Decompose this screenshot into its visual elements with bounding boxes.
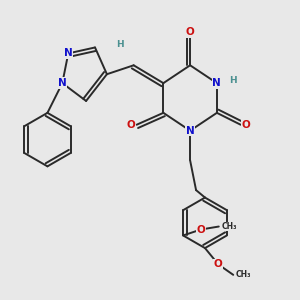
Text: N: N [186, 126, 194, 136]
Text: CH₃: CH₃ [221, 222, 237, 231]
Text: O: O [214, 260, 223, 269]
Text: H: H [116, 40, 124, 49]
Text: N: N [64, 48, 73, 59]
Text: CH₃: CH₃ [236, 270, 251, 279]
Text: H: H [230, 76, 237, 85]
Text: O: O [242, 120, 250, 130]
Text: O: O [127, 120, 136, 130]
Text: O: O [186, 27, 194, 37]
Text: N: N [58, 78, 67, 88]
Text: N: N [212, 78, 221, 88]
Text: O: O [196, 224, 205, 235]
